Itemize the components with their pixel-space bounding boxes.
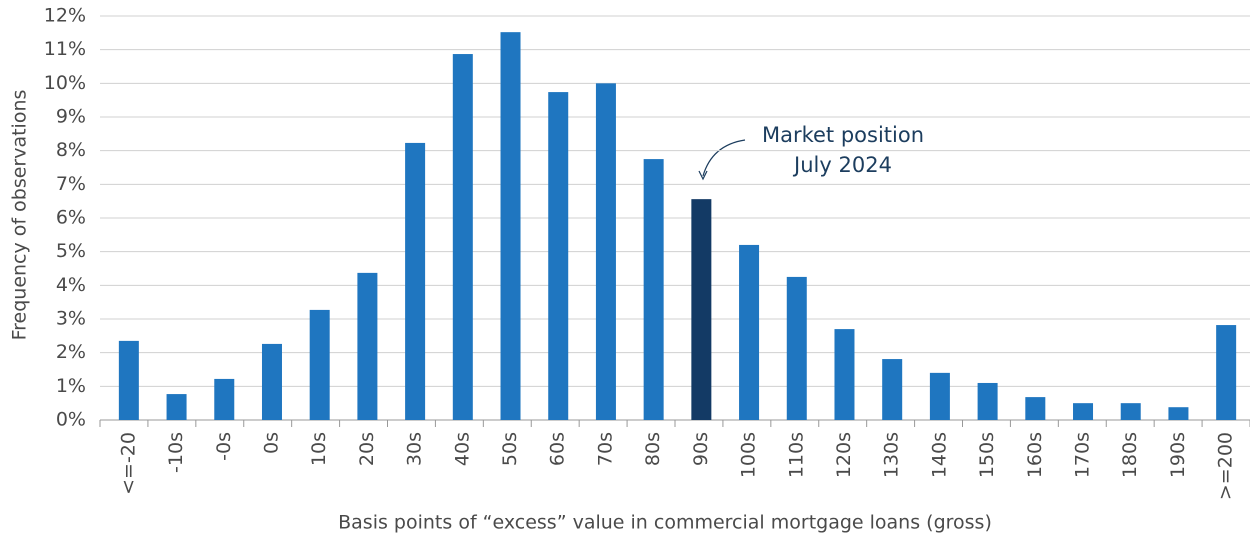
bar (309, 309, 330, 420)
y-tick-label: 0% (56, 409, 86, 431)
y-axis-label: Frequency of observations (9, 90, 31, 341)
x-tick-label: 30s (404, 432, 426, 466)
bar (118, 340, 139, 420)
x-tick-label: 50s (499, 432, 521, 466)
annotation: Market position (762, 123, 924, 147)
x-tick-label: 140s (928, 432, 950, 478)
bar (1120, 403, 1141, 420)
x-tick-label: 170s (1072, 432, 1094, 478)
y-tick-label: 4% (56, 274, 86, 296)
bar (214, 378, 235, 420)
y-tick-label: 9% (56, 106, 86, 128)
x-tick-label: >=200 (1215, 432, 1237, 500)
bar (834, 329, 855, 420)
x-tick-label: 130s (881, 432, 903, 478)
bar (452, 54, 473, 420)
y-tick-label: 1% (56, 375, 86, 397)
x-tick-label: 110s (785, 432, 807, 478)
x-tick-label: 100s (738, 432, 760, 478)
y-tick-label: 12% (44, 5, 86, 27)
bar (739, 244, 760, 420)
y-tick-label: 11% (44, 38, 86, 60)
bar (1168, 407, 1189, 420)
x-tick-label: 190s (1167, 432, 1189, 478)
x-tick-label: 150s (976, 432, 998, 478)
x-tick-label: 90s (690, 432, 712, 466)
y-tick-label: 2% (56, 341, 86, 363)
annotation-arrow (702, 139, 746, 177)
bar (929, 372, 950, 420)
y-tick-label: 6% (56, 207, 86, 229)
y-tick-label: 3% (56, 308, 86, 330)
x-tick-label: 70s (594, 432, 616, 466)
x-tick-label: 120s (833, 432, 855, 478)
y-tick-label: 7% (56, 173, 86, 195)
x-tick-label: 40s (451, 432, 473, 466)
annotation-arrowhead (698, 170, 708, 181)
x-tick-label: 180s (1119, 432, 1141, 478)
x-axis-label: Basis points of “excess” value in commer… (338, 512, 992, 534)
x-tick-label: 80s (642, 432, 664, 466)
bar (1025, 397, 1046, 420)
bar (786, 276, 807, 420)
x-tick-label: <=-20 (117, 432, 139, 495)
bar (500, 32, 521, 420)
x-tick-label: -10s (165, 432, 187, 473)
x-tick-label: 10s (308, 432, 330, 466)
bar (595, 83, 616, 420)
bar (1073, 403, 1094, 420)
x-tick-label: 60s (547, 432, 569, 466)
bar (1216, 325, 1237, 420)
y-tick-label: 8% (56, 139, 86, 161)
x-tick-label: 20s (356, 432, 378, 466)
x-tick-label: 160s (1024, 432, 1046, 478)
bar (405, 142, 426, 420)
y-tick-label: 5% (56, 240, 86, 262)
bar (691, 199, 712, 420)
bar (882, 359, 903, 420)
bar (261, 343, 282, 420)
bar (977, 382, 998, 420)
x-tick-label: 0s (260, 432, 282, 454)
y-tick-label: 10% (44, 72, 86, 94)
bar (357, 272, 378, 420)
x-tick-label: -0s (213, 432, 235, 461)
bar (166, 394, 187, 420)
bar (643, 159, 664, 421)
annotation: July 2024 (792, 153, 892, 177)
bar (548, 92, 569, 420)
